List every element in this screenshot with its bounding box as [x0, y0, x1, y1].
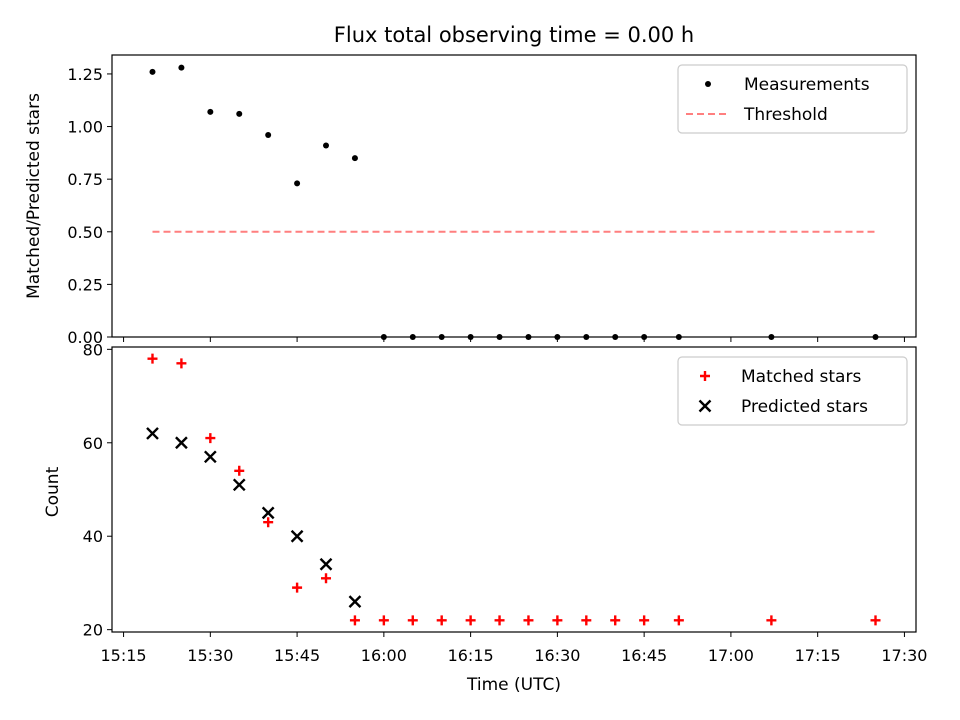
y-tick-label: 0.00: [67, 328, 103, 347]
measurement-point: [323, 142, 330, 149]
x-tick-label: 15:15: [101, 646, 147, 665]
y-tick-label: 0.75: [67, 170, 103, 189]
x-tick-label: 16:00: [361, 646, 407, 665]
bottom-y-axis-label: Count: [43, 466, 63, 517]
matched-star-point: [147, 353, 158, 364]
measurement-point: [178, 64, 185, 71]
predicted-star-point: [175, 436, 188, 450]
predicted-star-point: [348, 595, 362, 608]
panel-2: 20 40 60 80 15:15 15:30 15:45 16:00 16:15 16:30 16…: [83, 340, 928, 665]
matched-star-point: [552, 615, 563, 626]
predicted-star-point: [232, 478, 246, 492]
measurement-point: [149, 68, 156, 75]
legend-label: Threshold: [743, 105, 828, 125]
legend-marker: [698, 399, 712, 413]
chart-title: Flux total observing time = 0.00 h: [334, 23, 694, 47]
predicted-star-point: [146, 427, 159, 440]
plot-frame: [111, 54, 917, 338]
matched-star-point: [407, 615, 418, 626]
matched-star-point: [639, 615, 650, 626]
matched-star-point: [766, 615, 777, 626]
x-axis-label: Time (UTC): [466, 675, 561, 695]
y-tick-label: 0.25: [67, 275, 103, 294]
x-tick-label: 15:30: [187, 646, 233, 665]
matched-star-point: [321, 573, 332, 584]
legend-marker: [700, 371, 710, 381]
matched-star-point: [205, 433, 216, 444]
measurement-point: [265, 131, 272, 138]
y-tick-label: 60: [83, 434, 103, 453]
matched-star-point: [292, 582, 303, 593]
x-tick-label: 17:30: [881, 646, 927, 665]
y-tick-label: 1.00: [67, 118, 103, 137]
y-tick-label: 20: [83, 621, 103, 640]
x-tick-label: 17:00: [708, 646, 754, 665]
matched-star-point: [263, 517, 274, 528]
matched-star-point: [870, 615, 881, 626]
matched-star-point: [234, 465, 245, 476]
y-tick-label: 0.50: [67, 223, 103, 242]
matched-star-point: [673, 615, 684, 626]
matched-star-point: [523, 615, 534, 626]
predicted-star-point: [319, 557, 333, 571]
series-matched-stars: [147, 353, 881, 626]
series-predicted-stars: [146, 427, 362, 608]
plot-layer: 0.00 0.25 0.50 0.75 1.00 1.25 Measurements Thre…: [67, 54, 928, 665]
legend-marker: [705, 81, 711, 87]
plot-frame: [111, 346, 917, 633]
legend-label: Matched stars: [741, 367, 861, 387]
x-tick-label: 15:45: [274, 646, 320, 665]
measurement-point: [294, 180, 301, 187]
legend-label: Measurements: [744, 75, 870, 95]
matched-star-point: [581, 615, 592, 626]
x-tick-label: 16:15: [448, 646, 494, 665]
predicted-star-point: [203, 450, 217, 464]
legend-box: [677, 356, 908, 426]
legend: Measurements Threshold: [677, 64, 908, 134]
top-y-axis-label: Matched/Predicted stars: [24, 93, 44, 299]
matched-star-point: [436, 615, 447, 626]
matched-star-point: [494, 615, 505, 626]
legend: Matched stars Predicted stars: [677, 356, 908, 426]
matched-star-point: [465, 615, 476, 626]
x-tick-label: 16:30: [534, 646, 580, 665]
measurement-point: [207, 108, 214, 115]
predicted-star-point: [261, 506, 275, 520]
panel-1: 0.00 0.25 0.50 0.75 1.00 1.25 Measurements Thre…: [67, 54, 917, 347]
measurement-point: [351, 155, 358, 162]
matched-star-point: [176, 358, 187, 369]
matched-star-point: [610, 615, 621, 626]
y-tick-label: 40: [83, 527, 103, 546]
legend-box: [677, 64, 908, 134]
x-tick-label: 17:15: [795, 646, 841, 665]
measurement-point: [236, 110, 243, 117]
matched-star-point: [349, 615, 360, 626]
y-tick-label: 80: [83, 340, 103, 359]
predicted-star-point: [290, 529, 304, 543]
legend-label: Predicted stars: [741, 397, 868, 417]
y-tick-label: 1.25: [67, 65, 103, 84]
matched-star-point: [378, 615, 389, 626]
x-tick-label: 16:45: [621, 646, 667, 665]
